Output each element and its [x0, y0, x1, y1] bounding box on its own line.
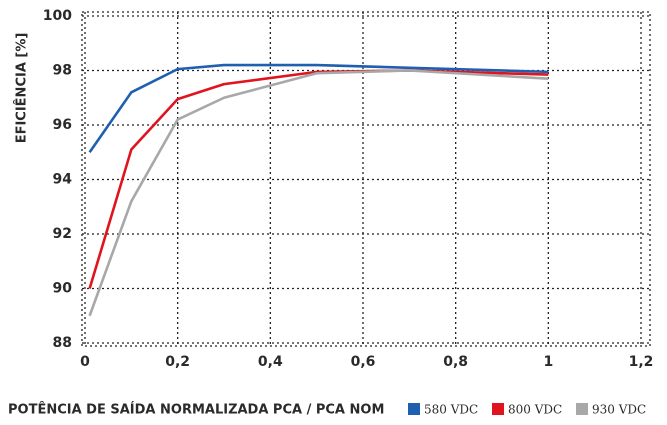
- x-tick-label: 0,8: [443, 354, 468, 370]
- y-tick-label: 98: [53, 63, 72, 79]
- x-tick-label: 0: [80, 354, 90, 370]
- x-tick-label: 0,6: [351, 354, 376, 370]
- y-tick-label: 96: [53, 117, 72, 133]
- y-axis-label: EFICIÊNCIA [%]: [14, 33, 30, 144]
- x-axis-label: POTÊNCIA DE SAÍDA NORMALIZADA PCA / PCA …: [8, 402, 384, 418]
- x-tick-label: 0,2: [165, 354, 190, 370]
- y-tick-label: 94: [53, 172, 73, 188]
- x-tick-label: 0,4: [258, 354, 283, 370]
- legend-label: 580 VDC: [424, 403, 478, 417]
- legend-swatch: [492, 403, 504, 415]
- y-tick-label: 88: [53, 335, 72, 351]
- series-line: [88, 69, 549, 317]
- x-tick-label: 1: [543, 354, 553, 370]
- y-tick-label: 90: [53, 281, 73, 297]
- series-line: [88, 63, 549, 153]
- x-tick-label: 1,2: [629, 354, 654, 370]
- legend-swatch: [576, 403, 588, 415]
- y-tick-label: 100: [43, 8, 72, 24]
- legend-swatch: [408, 403, 420, 415]
- y-tick-label: 92: [53, 226, 72, 242]
- legend-label: 930 VDC: [592, 403, 646, 417]
- legend-label: 800 VDC: [508, 403, 562, 417]
